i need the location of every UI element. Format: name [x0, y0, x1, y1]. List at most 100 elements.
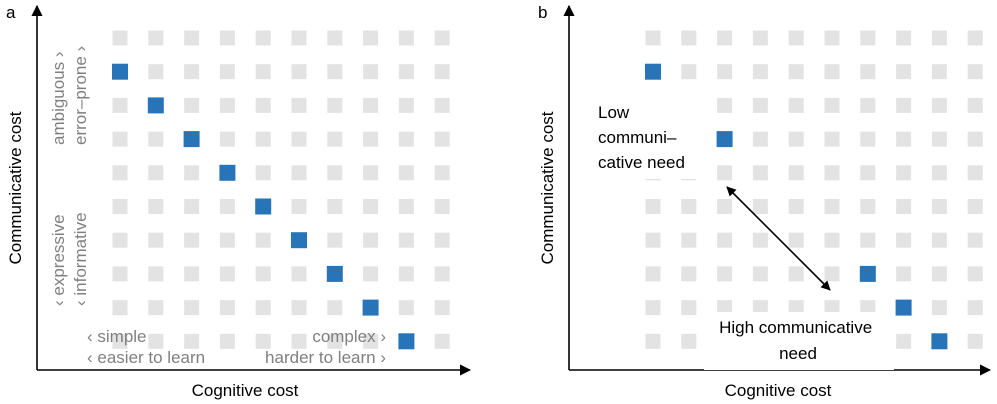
grid-cell — [931, 64, 947, 80]
annotation-expressive: ‹ expressive — [49, 214, 68, 306]
grid-cell — [148, 300, 164, 316]
grid-cell — [824, 30, 840, 46]
grid-cell — [363, 165, 379, 181]
grid-cell — [931, 131, 947, 147]
grid-cell — [184, 266, 200, 282]
grid-cell — [327, 30, 343, 46]
grid-cell — [896, 333, 912, 349]
grid-cell — [398, 30, 414, 46]
x-axis-label: Cognitive cost — [192, 381, 299, 400]
grid-cell — [434, 30, 450, 46]
grid-cell — [291, 131, 307, 147]
annotation-ambiguous: ambiguous › — [49, 51, 68, 145]
grid-cell — [219, 300, 235, 316]
grid-cell — [681, 266, 697, 282]
annotation-error-prone: error–prone › — [71, 46, 90, 145]
grid-cell — [681, 30, 697, 46]
grid-b — [645, 30, 983, 350]
grid-cell — [327, 232, 343, 248]
grid-cell — [681, 333, 697, 349]
grid-cell — [788, 199, 804, 214]
grid-a — [112, 30, 450, 350]
grid-cell — [752, 266, 768, 282]
grid-cell — [219, 131, 235, 147]
grid-cell — [967, 64, 983, 80]
grid-cell — [752, 300, 768, 316]
annotation-informative: ‹ informative — [71, 212, 90, 306]
grid-cell — [219, 30, 235, 46]
grid-cell — [717, 266, 733, 282]
grid-cell — [717, 97, 733, 113]
highlighted-cell — [895, 299, 912, 316]
grid-cell — [967, 199, 983, 214]
high-need-label-bg — [704, 312, 894, 370]
grid-cell — [112, 333, 128, 349]
grid-cell — [219, 232, 235, 248]
grid-cell — [112, 266, 128, 282]
grid-cell — [931, 165, 947, 181]
panel-a: a Cognitive cost Communicative cost ambi… — [6, 3, 472, 400]
highlighted-cell — [183, 131, 200, 148]
grid-cell — [184, 199, 200, 214]
grid-cell — [717, 232, 733, 248]
grid-cell — [931, 232, 947, 248]
panel-letter-a: a — [6, 3, 16, 22]
grid-cell — [824, 199, 840, 214]
grid-cell — [363, 131, 379, 147]
grid-cell — [824, 97, 840, 113]
grid-cell — [788, 131, 804, 147]
grid-cell — [327, 165, 343, 181]
grid-cell — [255, 64, 271, 80]
grid-cell — [752, 64, 768, 80]
grid-cell — [788, 30, 804, 46]
grid-cell — [824, 131, 840, 147]
grid-cell — [824, 266, 840, 282]
grid-cell — [184, 64, 200, 80]
grid-cell — [752, 165, 768, 181]
highlighted-cell — [255, 198, 272, 215]
grid-cell — [363, 64, 379, 80]
grid-cell — [363, 333, 379, 349]
grid-cell — [931, 300, 947, 316]
grid-cell — [398, 97, 414, 113]
grid-cell — [788, 232, 804, 248]
grid-cell — [717, 165, 733, 181]
grid-cell — [291, 64, 307, 80]
grid-cell — [681, 232, 697, 248]
annotation-easier-to-learn: ‹ easier to learn — [87, 348, 205, 367]
grid-cell — [327, 300, 343, 316]
grid-cell — [967, 165, 983, 181]
grid-cell — [860, 165, 876, 181]
grid-cell — [967, 333, 983, 349]
highlighted-cell — [112, 63, 128, 80]
grid-cell — [148, 131, 164, 147]
grid-cell — [717, 199, 733, 214]
grid-cell — [788, 165, 804, 181]
grid-cell — [363, 199, 379, 214]
grid-cell — [931, 30, 947, 46]
grid-cell — [327, 97, 343, 113]
grid-cell — [398, 232, 414, 248]
grid-cell — [148, 266, 164, 282]
grid-cell — [752, 131, 768, 147]
highlighted-cell — [645, 63, 661, 80]
grid-cell — [434, 199, 450, 214]
grid-cell — [717, 64, 733, 80]
grid-cell — [219, 199, 235, 214]
grid-cell — [148, 199, 164, 214]
grid-cell — [860, 64, 876, 80]
grid-cell — [752, 199, 768, 214]
grid-cell — [434, 333, 450, 349]
grid-cell — [219, 333, 235, 349]
low-need-line-3: cative need — [598, 153, 685, 172]
grid-cell — [219, 97, 235, 113]
grid-cell — [291, 199, 307, 214]
grid-cell — [967, 97, 983, 113]
highlighted-cell — [147, 97, 164, 114]
grid-cell — [645, 199, 661, 214]
grid-cell — [184, 232, 200, 248]
grid-cell — [434, 165, 450, 181]
grid-cell — [681, 300, 697, 316]
grid-cell — [896, 266, 912, 282]
annotation-simple: ‹ simple — [87, 327, 147, 346]
